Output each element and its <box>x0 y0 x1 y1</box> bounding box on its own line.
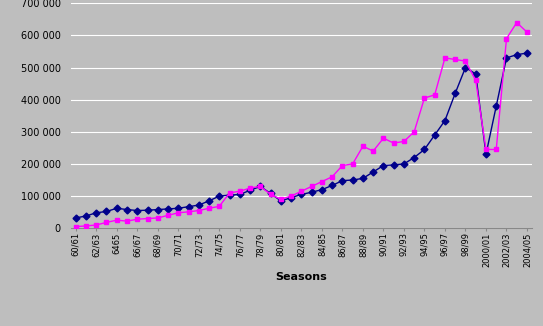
Surface (Ha) <box>298 192 305 196</box>
Surface (Ha) <box>195 203 202 207</box>
Production (ton) <box>175 211 181 215</box>
Surface (Ha) <box>83 214 89 218</box>
Production (ton) <box>390 141 397 145</box>
Production (ton) <box>83 224 89 228</box>
Production (ton) <box>493 147 500 151</box>
Production (ton) <box>206 206 212 210</box>
Production (ton) <box>370 149 376 153</box>
Surface (Ha) <box>514 53 520 57</box>
Surface (Ha) <box>165 207 171 211</box>
Surface (Ha) <box>103 210 110 214</box>
Production (ton) <box>185 210 192 214</box>
Surface (Ha) <box>524 51 531 55</box>
Production (ton) <box>308 185 315 188</box>
Production (ton) <box>113 218 120 222</box>
Surface (Ha) <box>155 208 161 212</box>
Surface (Ha) <box>441 119 448 123</box>
Surface (Ha) <box>93 211 99 215</box>
Surface (Ha) <box>185 205 192 209</box>
Production (ton) <box>401 140 407 143</box>
Surface (Ha) <box>72 216 79 220</box>
Production (ton) <box>339 164 346 168</box>
Production (ton) <box>257 185 263 188</box>
Production (ton) <box>144 216 151 220</box>
Production (ton) <box>277 197 284 201</box>
Surface (Ha) <box>319 188 325 192</box>
Production (ton) <box>195 209 202 213</box>
Surface (Ha) <box>349 178 356 182</box>
Surface (Ha) <box>237 192 243 196</box>
Surface (Ha) <box>206 199 212 203</box>
Production (ton) <box>432 93 438 97</box>
Surface (Ha) <box>113 206 120 210</box>
Surface (Ha) <box>452 91 458 95</box>
Production (ton) <box>319 180 325 184</box>
Production (ton) <box>411 130 418 134</box>
Production (ton) <box>503 37 510 40</box>
Surface (Ha) <box>401 162 407 166</box>
Surface (Ha) <box>380 164 387 168</box>
Production (ton) <box>452 57 458 61</box>
Surface (Ha) <box>124 208 130 212</box>
Surface (Ha) <box>134 209 141 213</box>
Surface (Ha) <box>390 163 397 167</box>
Surface (Ha) <box>247 188 254 192</box>
Production (ton) <box>103 220 110 224</box>
Production (ton) <box>441 56 448 60</box>
X-axis label: Seasons: Seasons <box>275 273 327 282</box>
Production (ton) <box>472 79 479 82</box>
Production (ton) <box>288 194 294 198</box>
Surface (Ha) <box>493 104 500 108</box>
Production (ton) <box>524 30 531 34</box>
Production (ton) <box>237 189 243 193</box>
Surface (Ha) <box>472 72 479 76</box>
Production (ton) <box>155 216 161 220</box>
Surface (Ha) <box>267 192 274 196</box>
Surface (Ha) <box>144 208 151 212</box>
Production (ton) <box>349 162 356 166</box>
Surface (Ha) <box>277 199 284 203</box>
Surface (Ha) <box>175 206 181 210</box>
Production (ton) <box>267 192 274 196</box>
Production (ton) <box>298 189 305 193</box>
Surface (Ha) <box>503 56 510 60</box>
Production (ton) <box>93 223 99 227</box>
Surface (Ha) <box>432 133 438 137</box>
Surface (Ha) <box>216 194 223 198</box>
Line: Production (ton): Production (ton) <box>73 20 529 229</box>
Surface (Ha) <box>359 176 366 180</box>
Surface (Ha) <box>226 193 233 197</box>
Production (ton) <box>165 214 171 217</box>
Line: Surface (Ha): Surface (Ha) <box>73 51 529 220</box>
Surface (Ha) <box>288 196 294 200</box>
Production (ton) <box>359 144 366 148</box>
Production (ton) <box>421 96 428 100</box>
Production (ton) <box>247 186 254 190</box>
Surface (Ha) <box>421 147 428 151</box>
Production (ton) <box>462 59 469 63</box>
Production (ton) <box>124 219 130 223</box>
Surface (Ha) <box>370 170 376 174</box>
Surface (Ha) <box>308 190 315 194</box>
Surface (Ha) <box>411 156 418 159</box>
Production (ton) <box>483 147 489 151</box>
Surface (Ha) <box>329 184 336 187</box>
Surface (Ha) <box>462 66 469 69</box>
Production (ton) <box>329 175 336 179</box>
Production (ton) <box>380 136 387 140</box>
Production (ton) <box>226 191 233 195</box>
Production (ton) <box>514 21 520 24</box>
Production (ton) <box>216 204 223 208</box>
Surface (Ha) <box>483 152 489 156</box>
Surface (Ha) <box>339 179 346 183</box>
Surface (Ha) <box>257 185 263 188</box>
Production (ton) <box>72 225 79 229</box>
Production (ton) <box>134 217 141 221</box>
